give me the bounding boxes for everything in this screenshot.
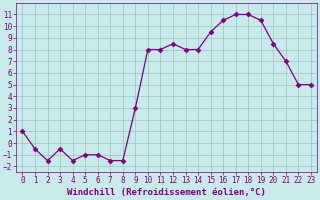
X-axis label: Windchill (Refroidissement éolien,°C): Windchill (Refroidissement éolien,°C): [67, 188, 266, 197]
